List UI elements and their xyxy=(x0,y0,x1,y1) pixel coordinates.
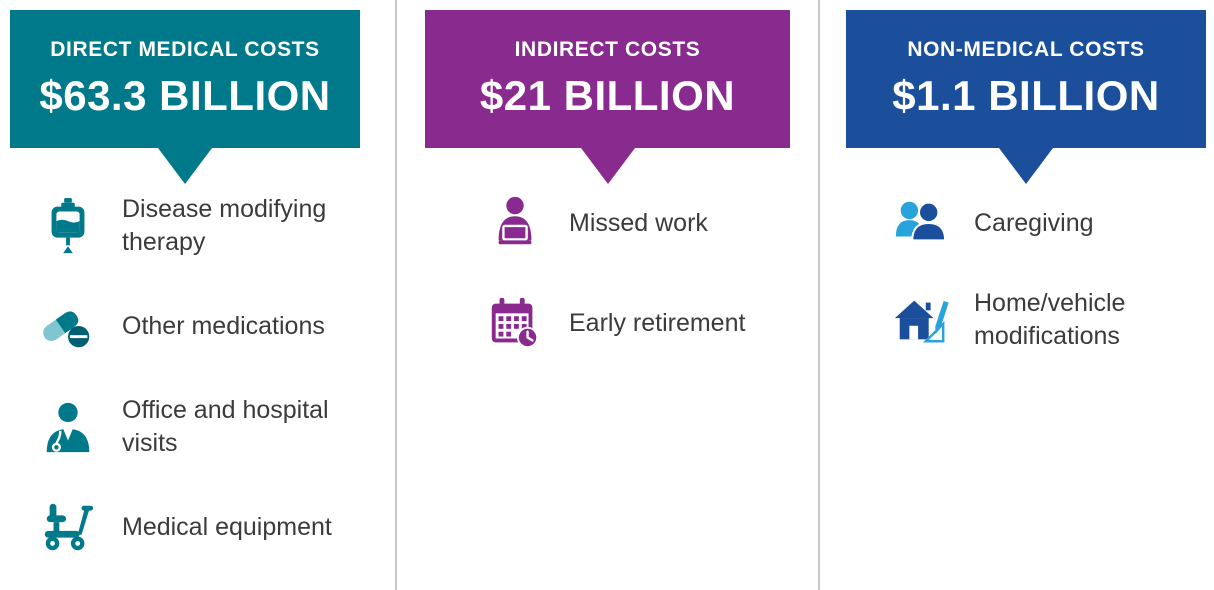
indirect-items: Missed work xyxy=(397,193,818,353)
mobility-scooter-icon xyxy=(38,497,98,557)
list-item: Home/vehicle modifications xyxy=(820,287,1214,352)
person-laptop-icon xyxy=(485,193,545,253)
header-label: DIRECT MEDICAL COSTS xyxy=(50,38,320,61)
caregivers-icon xyxy=(890,193,950,253)
header-pointer xyxy=(580,148,635,184)
item-label: Office and hospital visits xyxy=(122,396,329,457)
list-item: Office and hospital visits xyxy=(0,394,395,459)
list-item: Medical equipment xyxy=(0,497,395,557)
home-modifications-icon xyxy=(890,290,950,350)
item-label: Other medications xyxy=(122,311,325,340)
indirect-costs-header: INDIRECT COSTS $21 BILLION xyxy=(425,10,790,184)
item-label: Caregiving xyxy=(974,208,1094,237)
list-item: Early retirement xyxy=(397,293,818,353)
list-item: Other medications xyxy=(0,296,395,356)
list-item: Caregiving xyxy=(820,193,1214,253)
list-item: Missed work xyxy=(397,193,818,253)
header-amount: $21 BILLION xyxy=(479,72,736,119)
item-label: Home/vehicle modifications xyxy=(974,289,1126,350)
column-non-medical-costs: NON-MEDICAL COSTS $1.1 BILLION Caregivin… xyxy=(818,0,1214,590)
pills-icon xyxy=(38,296,98,356)
list-item: Disease modifying therapy xyxy=(0,193,395,258)
header-label: INDIRECT COSTS xyxy=(514,38,701,61)
direct-medical-items: Disease modifying therapy Other medicati… xyxy=(0,193,395,557)
direct-medical-costs-header: DIRECT MEDICAL COSTS $63.3 BILLION xyxy=(10,10,360,184)
header-pointer xyxy=(158,148,212,184)
header-label: NON-MEDICAL COSTS xyxy=(907,38,1145,61)
item-label: Medical equipment xyxy=(122,512,332,541)
column-direct-medical-costs: DIRECT MEDICAL COSTS $63.3 BILLION xyxy=(0,0,395,590)
doctor-icon xyxy=(38,397,98,457)
non-medical-items: Caregiving Home/v xyxy=(820,193,1214,352)
header-amount: $63.3 BILLION xyxy=(39,72,331,119)
item-label: Missed work xyxy=(569,208,708,237)
item-label: Early retirement xyxy=(569,308,746,337)
item-label: Disease modifying therapy xyxy=(122,195,327,256)
header-pointer xyxy=(999,148,1053,184)
non-medical-costs-header: NON-MEDICAL COSTS $1.1 BILLION xyxy=(846,10,1206,184)
iv-bag-icon xyxy=(38,196,98,256)
column-indirect-costs: INDIRECT COSTS $21 BILLION Missed work xyxy=(395,0,818,590)
header-amount: $1.1 BILLION xyxy=(892,72,1160,119)
calendar-clock-icon xyxy=(485,293,545,353)
